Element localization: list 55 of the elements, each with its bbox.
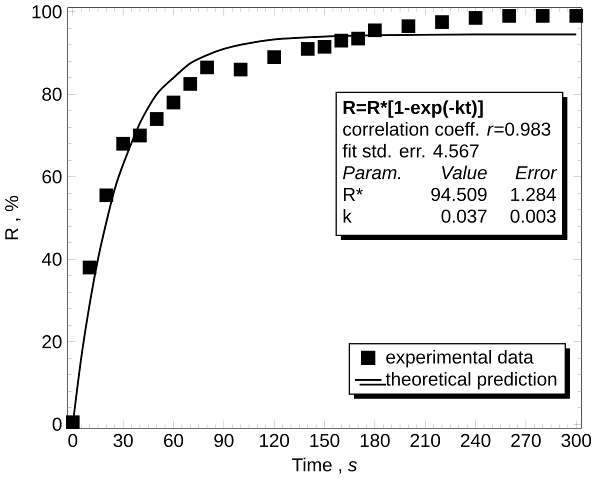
y-tick-label: 100 — [32, 5, 62, 18]
point — [468, 11, 482, 25]
annotation: Error — [516, 166, 558, 180]
point — [536, 9, 550, 23]
point — [82, 260, 96, 274]
annotation: R* — [344, 188, 363, 201]
x-tick-label: 30 — [113, 434, 133, 448]
point — [502, 9, 516, 23]
x-tick-label: 0 — [68, 434, 78, 448]
y-tick-label: 80 — [42, 88, 62, 101]
point — [351, 32, 365, 46]
x-tick-label: 300 — [561, 434, 592, 448]
legend-label: experimental data — [386, 350, 534, 368]
x-tick-label: 120 — [260, 434, 290, 448]
x-tick-label: 180 — [360, 434, 390, 448]
annotation: 94.509 — [431, 188, 487, 202]
annotation: 0.003 — [510, 210, 556, 223]
point — [183, 77, 198, 91]
x-tick-label: 240 — [460, 434, 490, 448]
point — [267, 50, 282, 64]
y-tick-label: 60 — [42, 170, 62, 184]
annotation: correlation coeff. r=0.983 — [343, 122, 550, 136]
point — [166, 96, 180, 110]
point — [116, 137, 130, 151]
legend-label: theoretical prediction — [386, 372, 556, 390]
y-axis-title: R , % — [5, 196, 21, 240]
point — [300, 42, 315, 56]
annotation: Value — [442, 166, 487, 180]
point — [334, 34, 348, 48]
annotation: k — [344, 209, 352, 223]
x-tick-label: 150 — [310, 434, 340, 448]
point — [234, 62, 248, 76]
point — [133, 128, 147, 142]
point — [569, 9, 584, 23]
point — [200, 60, 214, 74]
point — [435, 15, 449, 30]
annotation: fit std. err. 4.567 — [342, 144, 479, 158]
point — [402, 19, 416, 34]
point — [368, 24, 382, 38]
point — [66, 415, 80, 430]
annotation: R=R*[1-exp(-kt)] — [344, 100, 483, 118]
y-tick-label: 40 — [42, 252, 62, 266]
y-tick-label: 20 — [42, 335, 62, 348]
point — [318, 40, 332, 54]
x-tick-label: 210 — [410, 434, 440, 448]
annotation: 0.037 — [442, 210, 487, 223]
y-tick-label: 0 — [52, 418, 62, 431]
point — [150, 112, 164, 126]
annotation: 1.284 — [511, 188, 556, 202]
x-tick-label: 90 — [214, 434, 234, 448]
x-tick-label: 270 — [511, 434, 541, 448]
annotation: Param. — [342, 166, 400, 180]
x-tick-label: 60 — [164, 434, 184, 448]
x-axis-title: Time , s — [292, 458, 357, 474]
point — [100, 188, 114, 202]
